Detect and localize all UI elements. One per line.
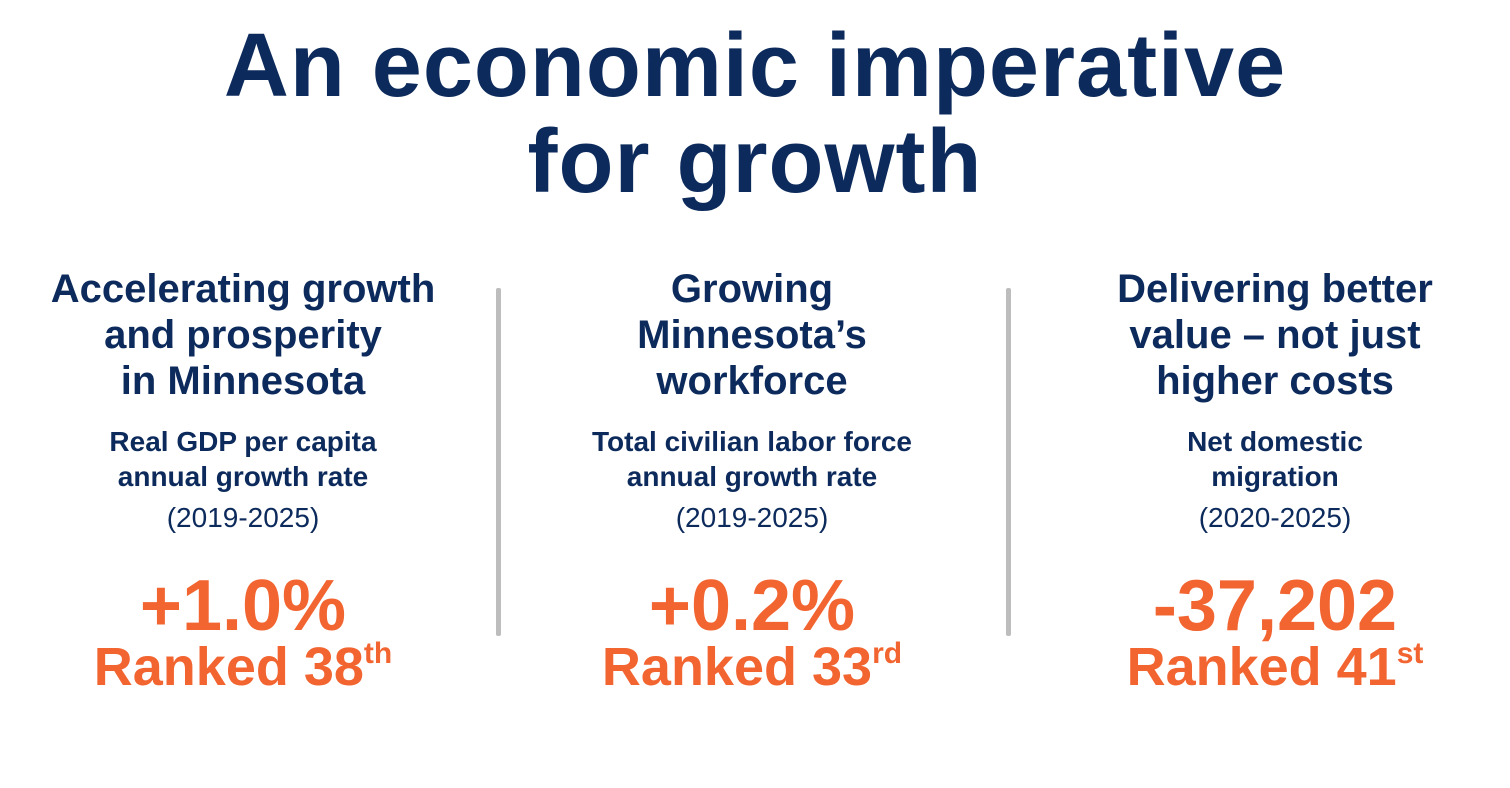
stat-column: Growing Minnesota’s workforce Total civilia… <box>502 266 1002 696</box>
metric-line: Total civilian labor force <box>591 426 912 457</box>
rank-text: Ranked 38 <box>93 637 364 697</box>
title-line: for growth <box>527 112 983 212</box>
stat-column: Delivering better value – not just higher … <box>1025 266 1510 696</box>
rank-suffix: st <box>1396 637 1424 670</box>
heading: Delivering better value – not just higher … <box>1025 266 1510 404</box>
stat-column: Accelerating growth and prosperity in Minn… <box>0 266 493 696</box>
heading: Accelerating growth and prosperity in Minn… <box>0 266 493 404</box>
rank-suffix: rd <box>872 637 903 670</box>
divider <box>496 288 501 636</box>
heading-line: and prosperity <box>104 313 382 357</box>
metric-line: migration <box>1211 461 1339 492</box>
rank: Ranked 33rd <box>502 638 1002 696</box>
rank: Ranked 41st <box>1025 638 1510 696</box>
rank: Ranked 38th <box>0 638 493 696</box>
rank-suffix: th <box>363 637 393 670</box>
metric-line: annual growth rate <box>626 461 878 492</box>
value: -37,202 <box>1152 566 1398 646</box>
period: (2019-2025) <box>166 502 320 533</box>
heading: Growing Minnesota’s workforce <box>502 266 1002 404</box>
heading-line: in Minnesota <box>120 359 366 403</box>
metric-line: annual growth rate <box>117 461 369 492</box>
rank-text: Ranked 33 <box>601 637 873 697</box>
title-line: An economic imperative <box>223 16 1287 116</box>
metric-line: Net domestic <box>1187 426 1363 457</box>
period: (2020-2025) <box>1198 502 1352 533</box>
period: (2019-2025) <box>675 502 829 533</box>
rank-text: Ranked 41 <box>1126 637 1397 697</box>
metric-line: Real GDP per capita <box>109 426 377 457</box>
heading-line: Minnesota’s <box>637 313 867 357</box>
metric: Real GDP per capita annual growth rate <box>0 424 493 494</box>
title: An economic imperative for growth <box>0 18 1510 210</box>
heading-line: workforce <box>656 359 848 403</box>
heading-line: Accelerating growth <box>50 267 436 311</box>
heading-line: Delivering better <box>1117 267 1433 311</box>
metric: Net domestic migration <box>1025 424 1510 494</box>
heading-line: higher costs <box>1156 359 1394 403</box>
value: +0.2% <box>648 566 856 646</box>
metric: Total civilian labor force annual growth … <box>502 424 1002 494</box>
heading-line: value – not just <box>1129 313 1421 357</box>
heading-line: Growing <box>670 267 834 311</box>
divider <box>1006 288 1011 636</box>
value: +1.0% <box>139 566 347 646</box>
